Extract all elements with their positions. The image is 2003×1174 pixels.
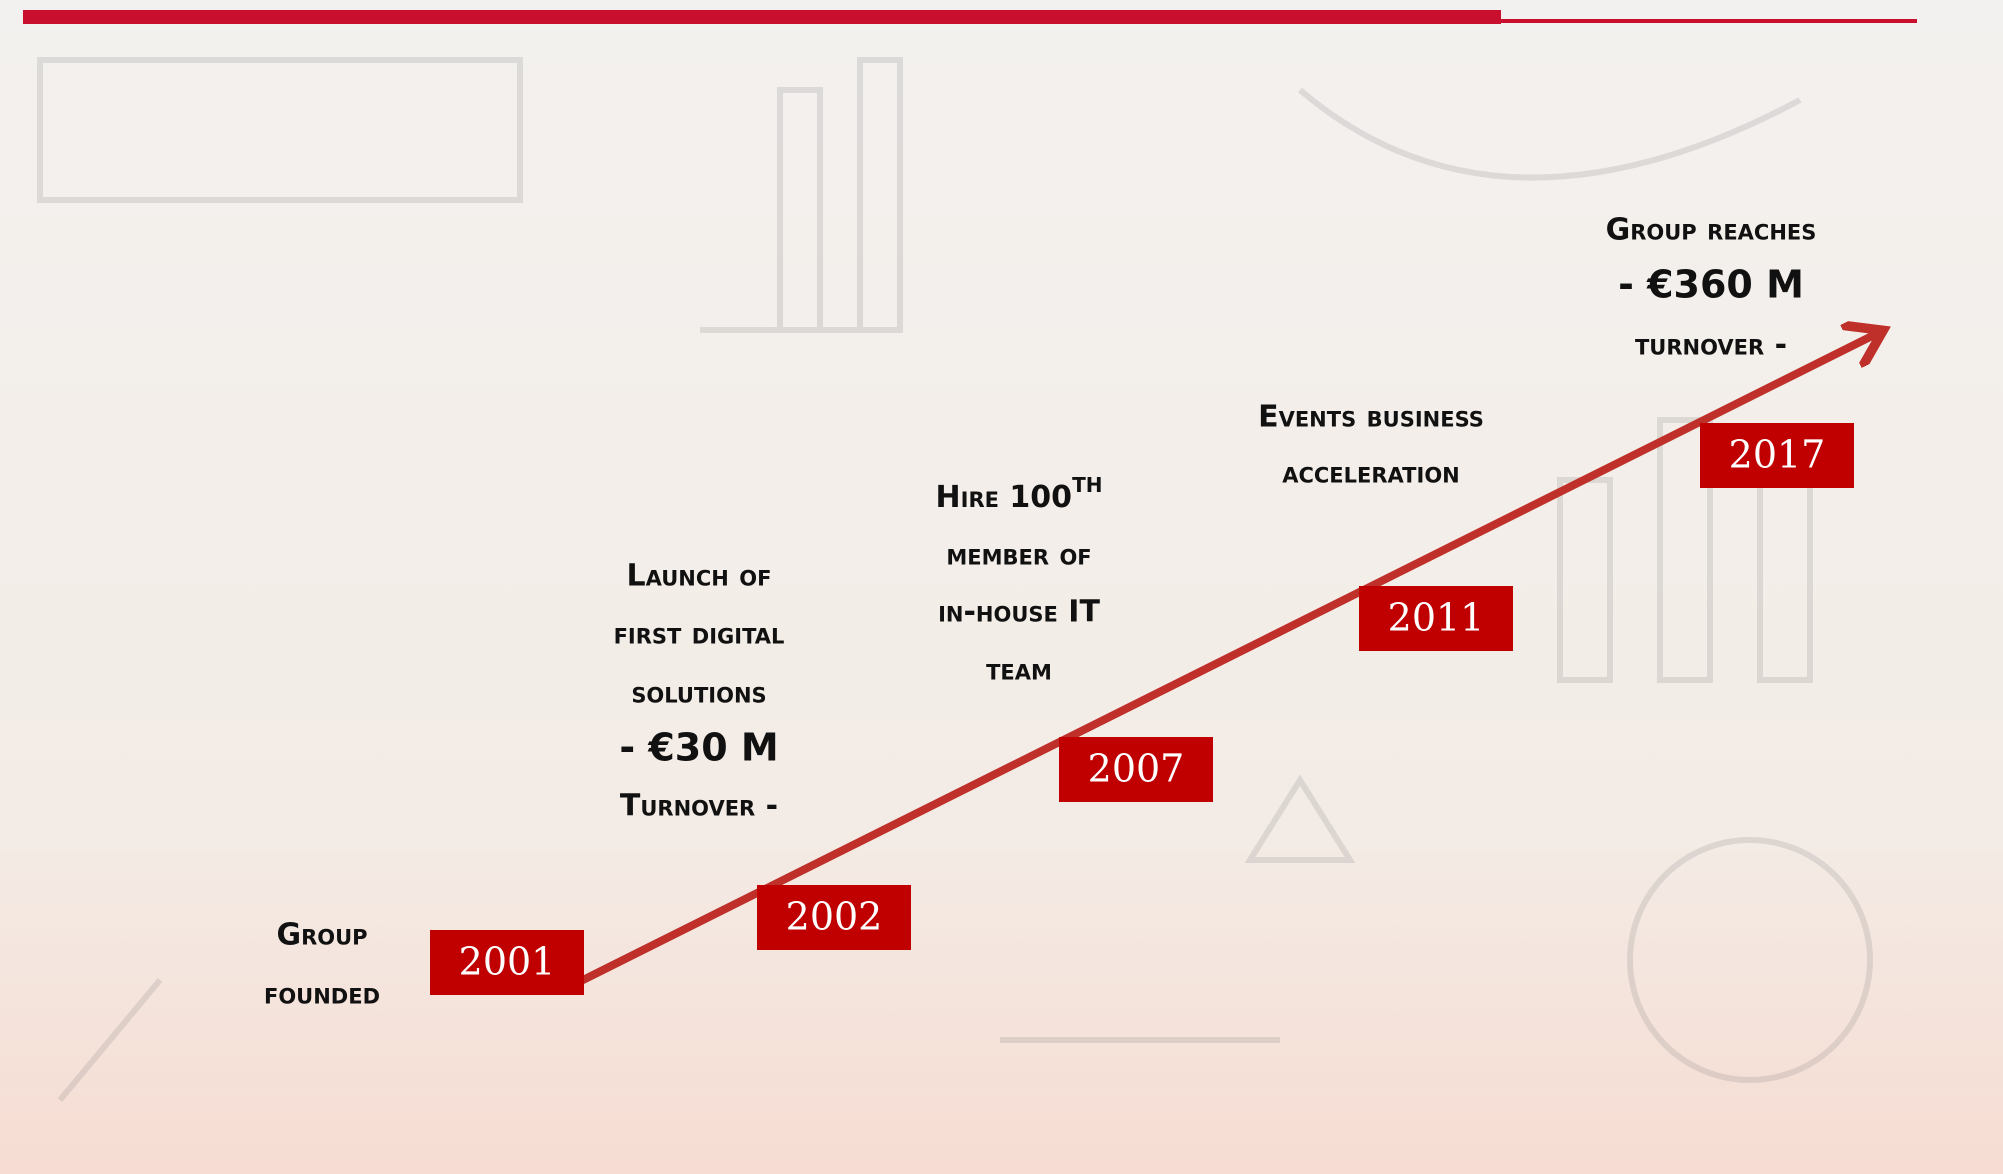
milestone-text: Turnover -: [620, 789, 778, 824]
milestone-text: Group: [276, 918, 367, 953]
milestone-text-part: Hire 100: [936, 480, 1073, 515]
milestone-text: - €30 M: [619, 726, 778, 770]
header-bar-thin: [1501, 19, 1917, 23]
milestone-text: Launch of: [627, 559, 772, 594]
milestone-text: acceleration: [1282, 456, 1460, 491]
milestone-text: member of: [946, 538, 1091, 573]
milestone-text: solutions: [631, 676, 766, 711]
year-label: 2001: [459, 940, 556, 984]
milestone-text: - €360 M: [1618, 263, 1804, 307]
year-label: 2017: [1729, 433, 1826, 477]
timeline-slide: 2001 Group founded 2002 Launch of first digit…: [0, 0, 2003, 1174]
year-label: 2007: [1088, 747, 1185, 791]
year-label: 2002: [786, 895, 883, 939]
milestone-text: Group reaches: [1606, 213, 1817, 248]
milestone-text: founded: [264, 977, 380, 1012]
milestone-text: first digital: [614, 617, 785, 652]
milestone-text: team: [986, 653, 1052, 688]
page: 2001 Group founded 2002 Launch of first digit…: [0, 0, 2003, 1174]
milestone-text: Events business: [1258, 400, 1484, 435]
year-label: 2011: [1388, 596, 1485, 640]
milestone-text: turnover -: [1635, 328, 1787, 363]
superscript: th: [1072, 473, 1102, 497]
header-bar: [23, 10, 1501, 24]
milestone-text: in-house IT: [938, 595, 1100, 630]
